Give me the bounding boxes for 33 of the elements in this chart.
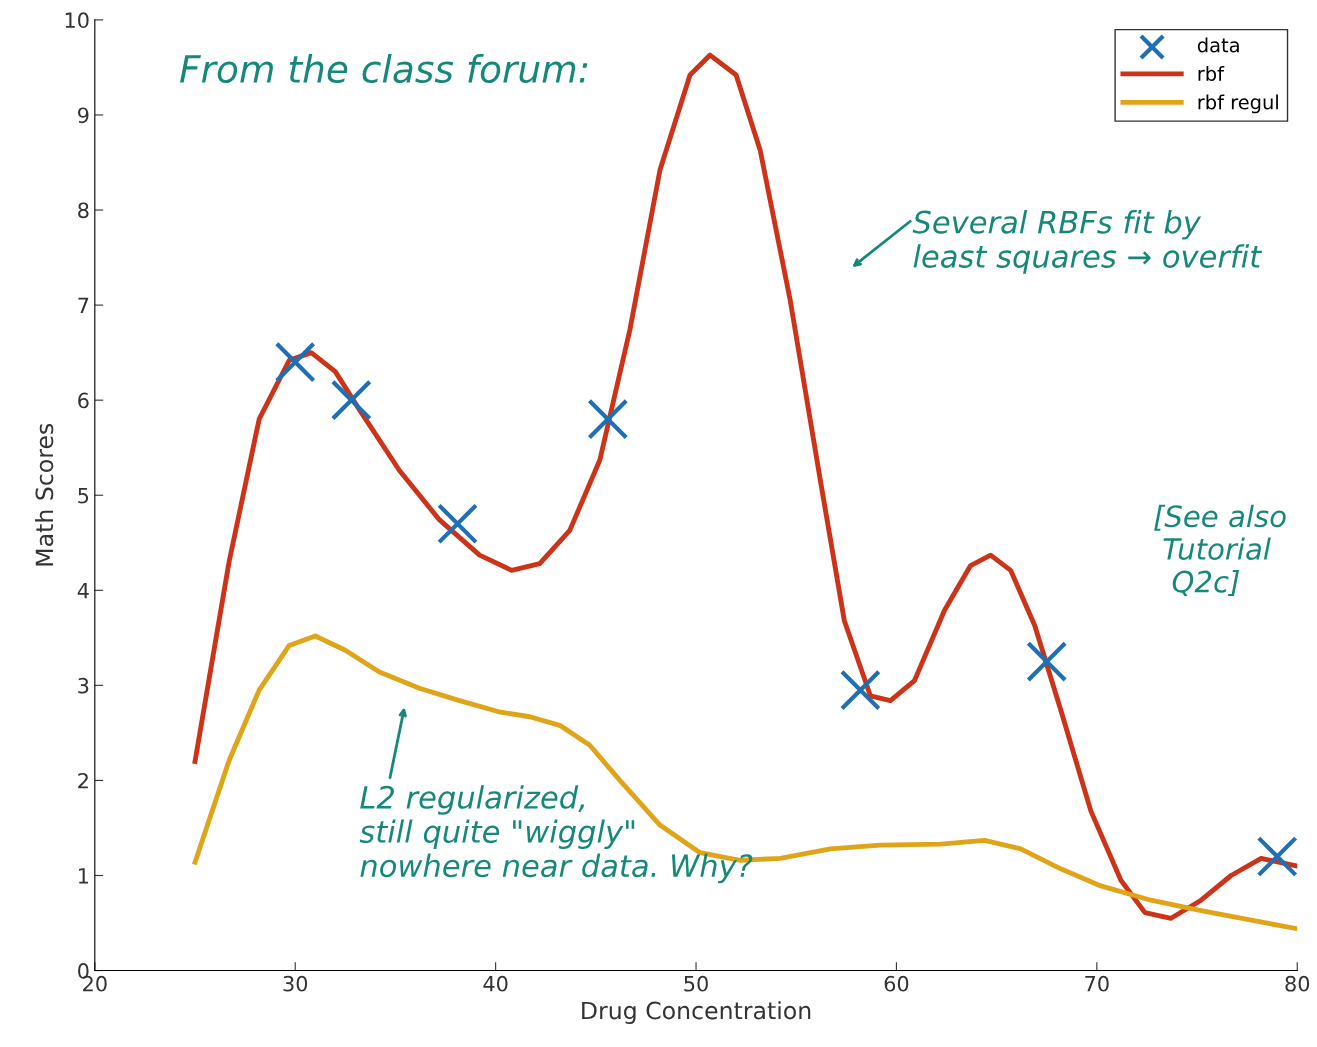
- y-tick-label: 5: [78, 487, 89, 504]
- x-tick-label: 80: [1285, 975, 1310, 992]
- y-tick-label: 7: [78, 297, 89, 314]
- annotation: Several RBFs fit by least squares → overfit: [912, 210, 1263, 274]
- legend-label: rbf: [1198, 65, 1225, 81]
- x-tick-label: 70: [1085, 975, 1109, 992]
- y-tick-label: 3: [78, 677, 89, 694]
- annotation: From the class forum:: [180, 54, 588, 84]
- point: [274, 341, 316, 383]
- legend-label: rbf regul: [1198, 94, 1278, 114]
- x-tick-label: 60: [884, 975, 909, 992]
- point: [839, 669, 881, 711]
- y-axis-title: Math Scores: [35, 423, 54, 566]
- x-tick-label: 50: [684, 975, 708, 992]
- annotation: L2 regularized, still quite "wiggly" nowhere near data. Why?: [359, 785, 753, 884]
- y-tick-label: 4: [77, 583, 89, 599]
- point: [587, 398, 629, 440]
- x-tick-label: 30: [283, 975, 308, 992]
- x-axis-title: Drug Concentration: [582, 1001, 811, 1024]
- point: [1256, 836, 1298, 877]
- point: [330, 379, 372, 421]
- y-tick-label: 6: [78, 392, 89, 409]
- point: [1026, 641, 1068, 683]
- annotation: [See also Tutorial Q2c]: [1154, 504, 1286, 597]
- line-series: [192, 633, 1298, 932]
- y-tick-label: 2: [78, 772, 88, 789]
- point: [437, 503, 479, 545]
- y-tick-label: 9: [78, 107, 89, 124]
- legend-label: data: [1197, 37, 1239, 53]
- x-tick-label: 40: [483, 975, 508, 992]
- y-tick-label: 10: [65, 12, 89, 29]
- y-tick-label: 8: [78, 202, 89, 219]
- y-tick-label: 1: [79, 868, 89, 884]
